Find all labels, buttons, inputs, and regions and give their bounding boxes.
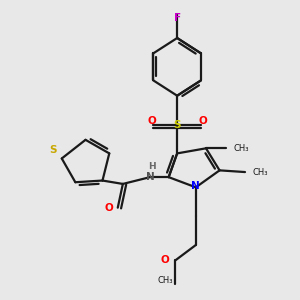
Text: S: S: [50, 145, 57, 155]
Text: O: O: [105, 203, 114, 213]
Text: O: O: [161, 255, 170, 265]
Text: O: O: [198, 116, 207, 126]
Text: F: F: [174, 13, 181, 23]
Text: H: H: [148, 163, 155, 172]
Text: CH₃: CH₃: [234, 144, 249, 153]
Text: N: N: [146, 172, 154, 182]
Text: S: S: [173, 120, 181, 130]
Text: O: O: [147, 116, 156, 126]
Text: CH₃: CH₃: [158, 276, 173, 285]
Text: N: N: [191, 181, 200, 190]
Text: CH₃: CH₃: [253, 168, 268, 177]
